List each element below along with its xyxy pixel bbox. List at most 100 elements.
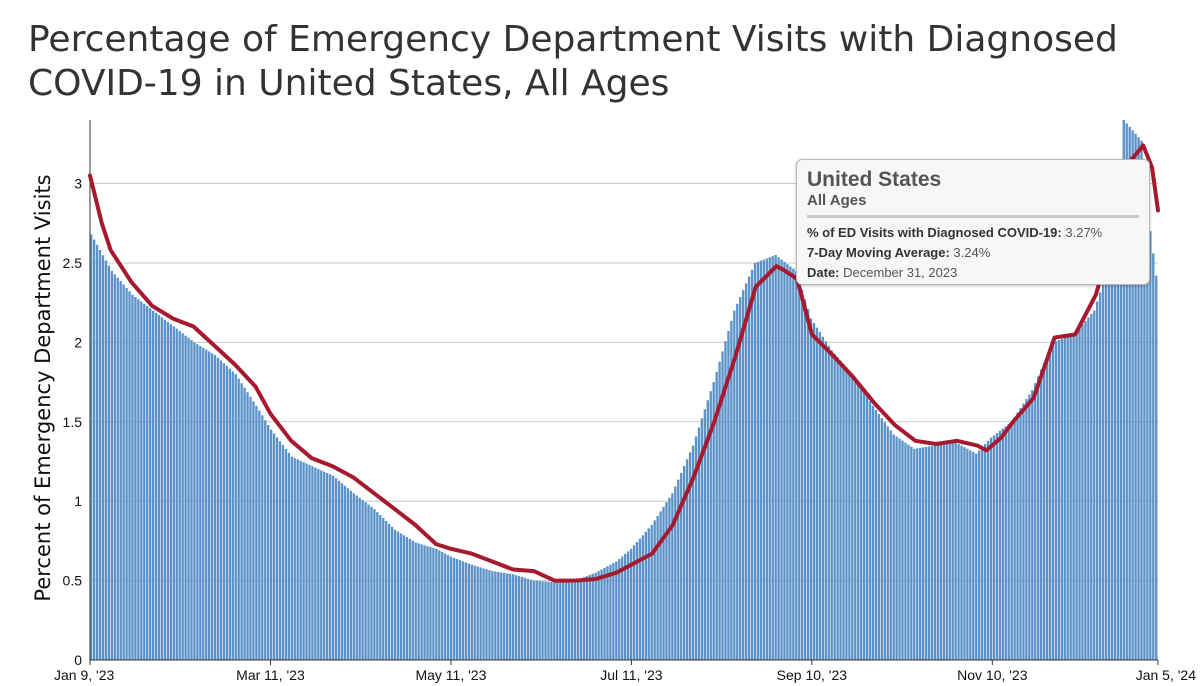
bar[interactable] — [237, 378, 240, 660]
bar[interactable] — [163, 319, 167, 660]
bar[interactable] — [349, 490, 352, 660]
bar[interactable] — [402, 535, 406, 660]
bar[interactable] — [140, 301, 143, 660]
bar[interactable] — [1131, 130, 1134, 660]
bar[interactable] — [337, 480, 341, 660]
bar[interactable] — [269, 429, 273, 660]
bar[interactable] — [641, 535, 645, 660]
bar[interactable] — [267, 424, 270, 660]
bar[interactable] — [756, 261, 760, 660]
bar[interactable] — [1069, 335, 1072, 660]
bar[interactable] — [1140, 140, 1143, 660]
bar[interactable] — [1019, 408, 1022, 660]
bar[interactable] — [1110, 256, 1114, 660]
bar[interactable] — [284, 448, 288, 660]
bar[interactable] — [497, 571, 500, 660]
bar[interactable] — [411, 540, 414, 660]
bar[interactable] — [314, 467, 317, 660]
bar[interactable] — [1084, 320, 1087, 660]
bar[interactable] — [511, 574, 515, 660]
bar[interactable] — [90, 234, 93, 660]
bar[interactable] — [638, 538, 642, 660]
bar[interactable] — [564, 581, 568, 660]
bar[interactable] — [529, 579, 532, 660]
bar[interactable] — [449, 556, 453, 660]
bar[interactable] — [157, 315, 161, 660]
bar[interactable] — [166, 321, 170, 660]
bar[interactable] — [326, 473, 329, 660]
bar[interactable] — [621, 556, 624, 660]
bar[interactable] — [647, 528, 650, 660]
bar[interactable] — [184, 335, 187, 660]
bar[interactable] — [249, 396, 252, 660]
bar[interactable] — [538, 581, 541, 660]
bar[interactable] — [1104, 274, 1108, 660]
bar[interactable] — [494, 571, 497, 660]
bar[interactable] — [1060, 338, 1063, 660]
bar[interactable] — [352, 493, 355, 660]
bar[interactable] — [697, 427, 701, 660]
bar[interactable] — [210, 353, 214, 660]
bar[interactable] — [703, 409, 707, 660]
bar[interactable] — [624, 553, 627, 660]
bar[interactable] — [420, 544, 423, 660]
bar[interactable] — [520, 576, 524, 660]
bar[interactable] — [818, 332, 822, 660]
bar[interactable] — [175, 328, 178, 660]
bar[interactable] — [936, 445, 940, 660]
bar-series[interactable] — [90, 120, 1158, 661]
bar[interactable] — [665, 502, 668, 660]
bar[interactable] — [1125, 123, 1128, 660]
bar[interactable] — [1155, 275, 1158, 660]
bar[interactable] — [423, 545, 426, 660]
bar[interactable] — [694, 436, 698, 660]
bar[interactable] — [1096, 301, 1099, 660]
bar[interactable] — [916, 448, 919, 660]
bar[interactable] — [1072, 334, 1075, 660]
bar[interactable] — [556, 581, 559, 660]
bar[interactable] — [573, 580, 577, 660]
bar[interactable] — [317, 468, 320, 660]
bar[interactable] — [305, 463, 308, 660]
bar[interactable] — [213, 355, 217, 660]
bar[interactable] — [107, 265, 111, 660]
bar[interactable] — [514, 575, 518, 660]
bar[interactable] — [1075, 331, 1078, 660]
bar[interactable] — [600, 569, 603, 660]
bar[interactable] — [662, 506, 665, 660]
bar[interactable] — [149, 308, 152, 660]
bar[interactable] — [635, 542, 639, 660]
bar[interactable] — [116, 277, 119, 660]
bar[interactable] — [1119, 162, 1122, 660]
bar[interactable] — [290, 456, 293, 660]
bar[interactable] — [264, 420, 267, 660]
bar[interactable] — [110, 270, 113, 660]
bar[interactable] — [526, 578, 529, 660]
bar[interactable] — [913, 448, 916, 660]
bar[interactable] — [193, 342, 196, 660]
bar[interactable] — [320, 470, 323, 660]
bar[interactable] — [567, 581, 571, 660]
bar[interactable] — [446, 555, 450, 660]
bar[interactable] — [240, 383, 243, 660]
bar[interactable] — [966, 448, 969, 660]
bar[interactable] — [653, 520, 656, 660]
bar[interactable] — [978, 450, 981, 660]
bar[interactable] — [919, 447, 922, 660]
bar[interactable] — [379, 515, 382, 660]
bar[interactable] — [780, 259, 783, 660]
bar[interactable] — [479, 567, 482, 660]
bar[interactable] — [178, 331, 181, 660]
bar[interactable] — [385, 520, 388, 660]
bar[interactable] — [736, 303, 739, 660]
bar[interactable] — [1045, 355, 1049, 660]
bar[interactable] — [570, 580, 574, 660]
bar[interactable] — [131, 294, 134, 660]
bar[interactable] — [585, 576, 588, 660]
bar[interactable] — [134, 296, 137, 660]
bar[interactable] — [895, 436, 898, 660]
bar[interactable] — [302, 462, 305, 660]
bar[interactable] — [871, 405, 875, 660]
bar[interactable] — [739, 296, 742, 660]
bar[interactable] — [582, 577, 586, 660]
